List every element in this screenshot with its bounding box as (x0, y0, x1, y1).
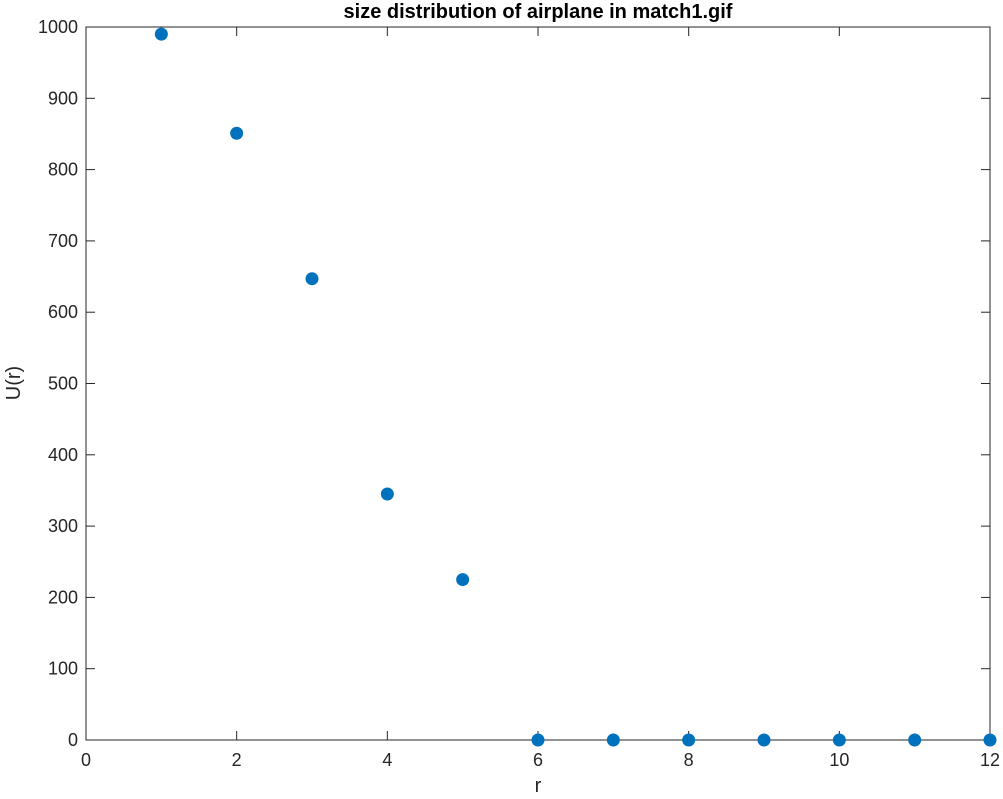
plot-frame (85, 26, 991, 741)
x-axis-ticks: 0 2 4 6 8 10 12 (81, 27, 1000, 770)
data-point (230, 126, 244, 140)
y-tick-label: 300 (48, 516, 78, 536)
x-tick-label: 10 (829, 750, 849, 770)
y-tick-label: 0 (68, 730, 78, 750)
y-tick-label: 900 (48, 88, 78, 108)
x-tick-label: 12 (980, 750, 1000, 770)
y-axis-ticks: 0 100 200 300 400 500 600 700 800 900 1000 (38, 17, 990, 750)
data-point (531, 733, 545, 747)
x-axis-title: r (535, 775, 542, 797)
data-point (305, 272, 319, 286)
data-point (456, 573, 470, 587)
data-point (380, 487, 394, 501)
data-point (606, 733, 620, 747)
x-tick-label: 8 (684, 750, 694, 770)
x-tick-label: 4 (382, 750, 392, 770)
y-tick-label: 100 (48, 659, 78, 679)
data-point (682, 733, 696, 747)
x-tick-label: 6 (533, 750, 543, 770)
y-tick-label: 400 (48, 445, 78, 465)
data-point (757, 733, 771, 747)
data-point (908, 733, 922, 747)
y-axis-title: U(r) (3, 366, 25, 400)
x-tick-label: 2 (232, 750, 242, 770)
x-tick-label: 0 (81, 750, 91, 770)
y-tick-label: 800 (48, 160, 78, 180)
data-point (154, 27, 168, 41)
plot-area-box (85, 26, 991, 741)
data-point (832, 733, 846, 747)
data-point (983, 733, 997, 747)
y-tick-label: 500 (48, 374, 78, 394)
y-tick-label: 600 (48, 302, 78, 322)
y-tick-label: 1000 (38, 17, 78, 37)
y-tick-label: 200 (48, 587, 78, 607)
data-points (154, 27, 997, 747)
y-tick-label: 700 (48, 231, 78, 251)
chart-title: size distribution of airplane in match1.… (344, 1, 733, 23)
